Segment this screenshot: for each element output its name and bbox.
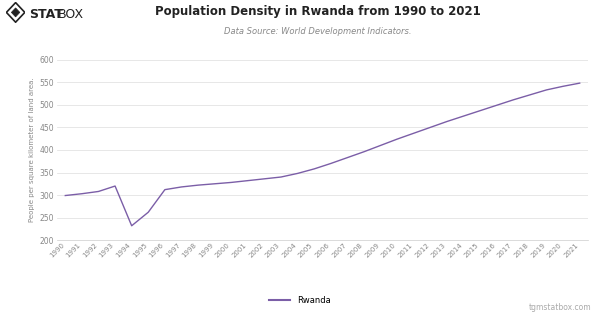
- Text: BOX: BOX: [58, 8, 84, 21]
- Y-axis label: People per square kilometer of land area.: People per square kilometer of land area…: [29, 78, 35, 222]
- Polygon shape: [7, 3, 25, 22]
- Polygon shape: [11, 8, 20, 17]
- Text: Population Density in Rwanda from 1990 to 2021: Population Density in Rwanda from 1990 t…: [155, 5, 481, 18]
- Text: Data Source: World Development Indicators.: Data Source: World Development Indicator…: [224, 27, 412, 36]
- Text: tgmstatbox.com: tgmstatbox.com: [529, 303, 591, 312]
- Text: STAT: STAT: [29, 8, 62, 21]
- Legend: Rwanda: Rwanda: [266, 293, 334, 308]
